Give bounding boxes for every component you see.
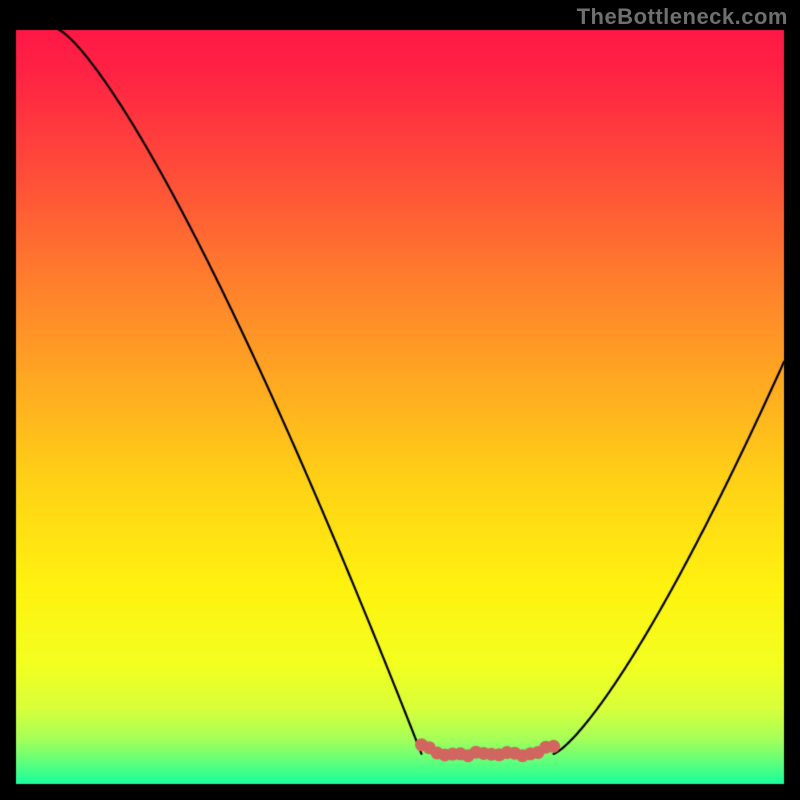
chart-stage: TheBottleneck.com bbox=[0, 0, 800, 800]
curve-overlay bbox=[0, 0, 800, 800]
